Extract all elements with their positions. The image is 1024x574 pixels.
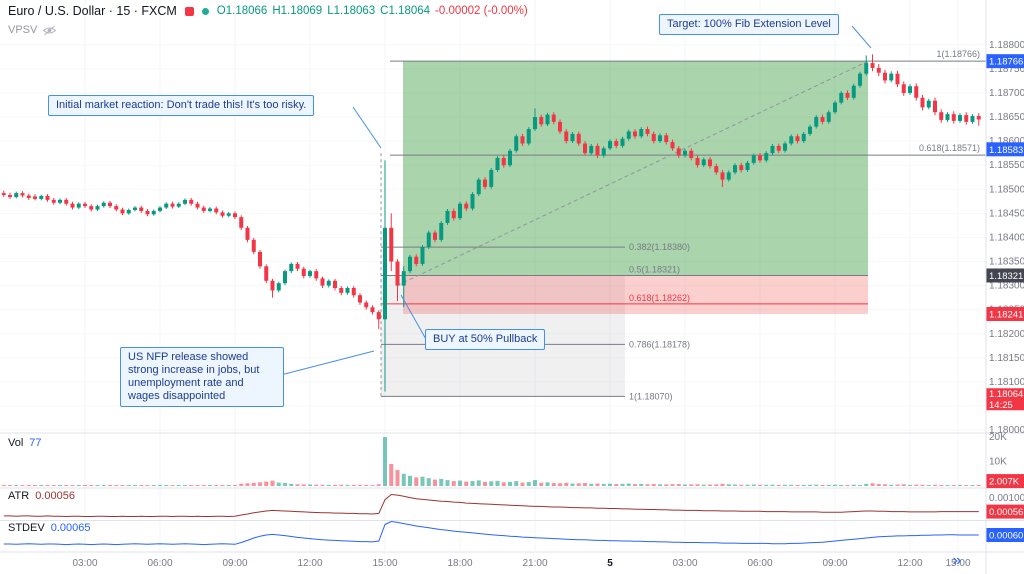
fib-extension-dashed-lines — [380, 60, 869, 397]
open-value: O1.18066 — [216, 5, 268, 17]
price-axis-badge: 0.00056 — [986, 504, 1024, 519]
annotation-initial-reaction-callout[interactable]: Initial market reaction: Don't trade thi… — [48, 95, 315, 116]
svg-text:1.18750: 1.18750 — [989, 64, 1024, 75]
svg-text:15:00: 15:00 — [945, 558, 970, 569]
svg-text:21:00: 21:00 — [522, 558, 547, 569]
svg-text:1(1.18766): 1(1.18766) — [936, 49, 980, 59]
stdev-legend[interactable]: STDEV 0.00065 — [8, 522, 90, 534]
svg-text:0.00056: 0.00056 — [989, 507, 1023, 518]
svg-text:1.18650: 1.18650 — [989, 112, 1024, 123]
svg-text:09:00: 09:00 — [222, 558, 247, 569]
svg-text:1.18321: 1.18321 — [989, 271, 1023, 282]
svg-text:0.382(1.18380): 0.382(1.18380) — [629, 242, 690, 252]
svg-text:14:25: 14:25 — [989, 400, 1013, 411]
scroll-to-recent-button[interactable]: » — [952, 552, 962, 569]
study-legend-vpsv[interactable]: VPSV — [8, 24, 57, 36]
svg-text:10K: 10K — [989, 457, 1007, 468]
svg-text:1.18550: 1.18550 — [989, 160, 1024, 171]
svg-text:0.00060: 0.00060 — [989, 531, 1023, 542]
price-axis-badge: 1.18241 — [986, 307, 1024, 322]
price-axis-badge: 0.00060 — [986, 528, 1024, 542]
change-value: -0.00002 (-0.00%) — [435, 5, 528, 17]
annotation-nfp-callout[interactable]: US NFP release showed strong increase in… — [120, 347, 284, 407]
svg-text:1.18500: 1.18500 — [989, 184, 1024, 195]
annotation-target-callout[interactable]: Target: 100% Fib Extension Level — [659, 14, 839, 35]
svg-text:06:00: 06:00 — [747, 558, 772, 569]
annotation-leader-lines — [268, 25, 872, 379]
svg-text:09:00: 09:00 — [822, 558, 847, 569]
svg-text:03:00: 03:00 — [72, 558, 97, 569]
price-axis-badge: 1.18321 — [986, 268, 1024, 283]
market-open-dot-icon — [201, 7, 209, 15]
stdev-value: 0.00065 — [50, 522, 91, 534]
svg-text:1.18000: 1.18000 — [989, 425, 1024, 436]
svg-text:1.18800: 1.18800 — [989, 40, 1024, 51]
svg-text:15:00: 15:00 — [372, 558, 397, 569]
svg-text:20K: 20K — [989, 432, 1007, 443]
broker-logo-icon — [184, 6, 194, 16]
fib-zones — [381, 61, 868, 397]
svg-text:1.18200: 1.18200 — [989, 329, 1024, 340]
svg-text:1.18350: 1.18350 — [989, 257, 1024, 268]
svg-text:0.5(1.18321): 0.5(1.18321) — [629, 264, 680, 274]
price-axis-badge: 2.007K — [986, 474, 1024, 489]
svg-text:0.786(1.18178): 0.786(1.18178) — [629, 339, 690, 349]
svg-text:06:00: 06:00 — [147, 558, 172, 569]
svg-text:1.18450: 1.18450 — [989, 208, 1024, 219]
price-axis-badge: 1.18583 — [986, 142, 1024, 157]
atr-pane[interactable] — [3, 493, 979, 518]
svg-text:1.18583: 1.18583 — [989, 145, 1023, 156]
svg-text:1.18600: 1.18600 — [989, 136, 1024, 147]
low-value: L1.18063 — [327, 5, 376, 17]
volume-pane[interactable] — [1, 437, 981, 486]
svg-text:0.618(1.18262): 0.618(1.18262) — [629, 293, 690, 303]
volume-legend[interactable]: Vol 77 — [8, 437, 42, 449]
symbol-legend: Euro / U.S. Dollar · 15 · FXCM O1.18066 … — [8, 4, 528, 18]
candlestick-series[interactable] — [1, 54, 981, 392]
svg-text:2.007K: 2.007K — [989, 477, 1020, 488]
volume-value: 77 — [29, 437, 42, 449]
ohlc-readout: O1.18066 H1.18069 L1.18063 C1.18064 -0.0… — [217, 5, 528, 17]
svg-text:03:00: 03:00 — [672, 558, 697, 569]
symbol-title[interactable]: Euro / U.S. Dollar · 15 · FXCM — [8, 4, 177, 18]
svg-text:1(1.18070): 1(1.18070) — [629, 391, 673, 401]
svg-text:1.18100: 1.18100 — [989, 377, 1024, 388]
svg-text:12:00: 12:00 — [897, 558, 922, 569]
atr-legend[interactable]: ATR 0.00056 — [8, 490, 75, 502]
svg-text:1.18400: 1.18400 — [989, 232, 1024, 243]
annotation-buy-callout[interactable]: BUY at 50% Pullback — [425, 329, 546, 350]
svg-text:1.18766: 1.18766 — [989, 57, 1023, 68]
atr-label: ATR — [8, 490, 30, 502]
high-value: H1.18069 — [272, 5, 323, 17]
svg-text:1.18700: 1.18700 — [989, 88, 1024, 99]
svg-text:1.18300: 1.18300 — [989, 281, 1024, 292]
price-axis-badge: 1.18766 — [986, 54, 1024, 69]
svg-text:1.18150: 1.18150 — [989, 353, 1024, 364]
svg-text:12:00: 12:00 — [297, 558, 322, 569]
atr-value: 0.00056 — [35, 490, 75, 502]
svg-text:0.00100: 0.00100 — [989, 493, 1024, 504]
svg-text:0.618(1.18571): 0.618(1.18571) — [919, 143, 980, 153]
volume-label: Vol — [8, 437, 24, 449]
study-title: VPSV — [8, 24, 38, 36]
stdev-pane[interactable] — [3, 520, 979, 546]
eye-hidden-icon[interactable] — [42, 25, 57, 36]
svg-text:1.18064: 1.18064 — [989, 389, 1023, 400]
svg-text:18:00: 18:00 — [447, 558, 472, 569]
close-value: C1.18064 — [380, 5, 431, 17]
fib-levels: 1(1.18766) 0.618(1.18571) 0.382(1.18380) 0.… — [381, 49, 986, 401]
svg-text:1.18241: 1.18241 — [989, 310, 1023, 321]
svg-text:5: 5 — [607, 558, 613, 569]
stdev-label: STDEV — [8, 522, 45, 534]
